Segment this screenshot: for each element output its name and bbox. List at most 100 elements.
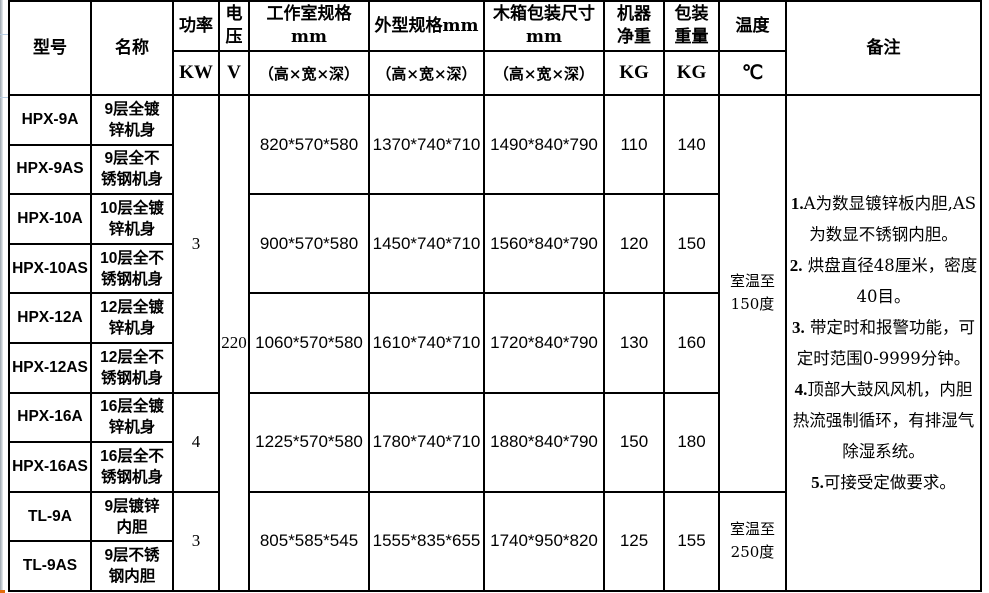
remark-item: 5.可接受定做要求。: [788, 467, 979, 498]
power-value-cell: 4: [172, 391, 220, 493]
product-spec-table: 型号 名称 功率 电压 工作室规格 mm 外型规格mm 木箱包装尺寸 mm 机器…: [8, 0, 982, 593]
package-size-cell: 1560*840*790: [483, 193, 605, 295]
model-cell: HPX-16A: [8, 391, 92, 444]
remark-text: 顶部大鼓风风机，内胆热流强制循环，有排湿气除湿系统。: [792, 380, 975, 461]
model-cell: HPX-9AS: [8, 143, 92, 196]
unit-temperature-c: ℃: [718, 50, 787, 96]
external-size-cell: 1610*740*710: [368, 292, 485, 394]
pack-weight-cell: 140: [663, 93, 720, 196]
name-cell: 9层镀锌 内胆: [90, 490, 174, 543]
chamber-size-cell: 820*570*580: [248, 93, 370, 196]
remark-item: 2. 烘盘直径48厘米，密度40目。: [788, 250, 979, 312]
net-weight-cell: 130: [603, 292, 665, 394]
name-cell: 9层全不 锈钢机身: [90, 143, 174, 196]
col-header-power: 功率: [172, 0, 220, 52]
net-weight-cell: 110: [603, 93, 665, 196]
package-size-cell: 1740*950*820: [483, 490, 605, 593]
temperature-line1: 室温至: [729, 520, 775, 539]
name-line1: 10层全不: [100, 249, 164, 267]
unit-net-weight-kg: KG: [603, 50, 665, 96]
model-cell: HPX-16AS: [8, 441, 92, 493]
table-row: TL-9A 9层镀锌 内胆 3 805*585*545 1555*835*655…: [8, 490, 981, 593]
unit-power-kw: KW: [172, 50, 220, 96]
unit-pack-weight-kg: KG: [663, 50, 720, 96]
name-line2: 锌机身: [108, 320, 156, 338]
model-cell: TL-9A: [8, 490, 92, 543]
remark-number: 3.: [792, 318, 805, 337]
name-line2: 锈钢机身: [100, 270, 163, 288]
col-header-pack-weight-line1: 包装: [674, 4, 709, 24]
name-line2: 锌机身: [108, 121, 156, 139]
col-header-temperature: 温度: [718, 0, 787, 52]
external-size-cell: 1450*740*710: [368, 193, 485, 295]
name-line2: 锈钢机身: [100, 171, 163, 189]
table-row: HPX-10A 10层全镀 锌机身 900*570*580 1450*740*7…: [8, 193, 981, 295]
package-size-cell: 1880*840*790: [483, 391, 605, 493]
remark-number: 5.: [811, 473, 824, 492]
model-cell: HPX-9A: [8, 94, 92, 146]
table-row: HPX-12A 12层全镀 锌机身 1060*570*580 1610*740*…: [8, 292, 981, 394]
col-header-net-weight: 机器 净重: [603, 0, 665, 52]
name-line1: 10层全镀: [100, 199, 164, 217]
remark-item: 1.A为数显镀锌板内胆,AS为数显不锈钢内胆。: [788, 188, 979, 250]
name-line1: 9层不锈: [104, 547, 160, 565]
col-header-pack-weight-line2: 重量: [674, 27, 709, 47]
unit-voltage-v: V: [218, 50, 250, 96]
name-line2: 锈钢机身: [100, 369, 163, 387]
pack-weight-cell: 155: [663, 490, 720, 593]
pack-weight-cell: 160: [663, 292, 720, 394]
name-cell: 16层全镀 锌机身: [90, 391, 174, 444]
name-cell: 10层全镀 锌机身: [90, 193, 174, 245]
col-header-chamber-line1: 工作室规格: [266, 4, 352, 24]
name-line2: 锌机身: [108, 419, 156, 437]
chamber-size-cell: 1225*570*580: [248, 391, 370, 493]
temperature-range-cell: 室温至 150度: [718, 94, 787, 493]
col-header-external: 外型规格mm: [368, 0, 485, 52]
name-cell: 16层全不 锈钢机身: [90, 441, 174, 493]
col-header-remarks: 备注: [785, 0, 982, 96]
remark-number: 2.: [789, 256, 803, 275]
col-header-package: 木箱包装尺寸 mm: [483, 0, 605, 52]
temperature-line2: 150度: [730, 295, 775, 314]
chamber-size-cell: 1060*570*580: [248, 292, 370, 394]
name-cell: 9层不锈 钢内胆: [90, 540, 174, 592]
model-cell: HPX-12A: [8, 292, 92, 344]
table-row: HPX-12AS 12层全不 锈钢机身: [8, 341, 981, 394]
col-header-package-line1: 木箱包装尺寸: [493, 4, 595, 24]
excel-gridline-stub: [0, 34, 9, 35]
remarks-cell: 1.A为数显镀锌板内胆,AS为数显不锈钢内胆。 2. 烘盘直径48厘米，密度40…: [785, 94, 982, 592]
temperature-line2: 250度: [730, 543, 775, 562]
table-row: HPX-16AS 16层全不 锈钢机身: [8, 441, 981, 493]
col-header-voltage: 电压: [218, 0, 250, 52]
screenshot-left-edge-artifact: [0, 0, 3, 593]
power-value-cell: 3: [172, 94, 220, 394]
subheader-chamber-hwd: （高×宽×深）: [248, 50, 370, 96]
name-cell: 12层全不 锈钢机身: [90, 341, 174, 394]
remark-text: 可接受定做要求。: [823, 473, 956, 492]
external-size-cell: 1780*740*710: [368, 391, 485, 493]
temperature-range-cell: 室温至 250度: [718, 490, 787, 593]
net-weight-cell: 120: [603, 193, 665, 295]
remark-item: 3. 带定时和报警功能，可定时范围0-9999分钟。: [788, 312, 979, 374]
net-weight-cell: 125: [603, 490, 665, 593]
model-cell: TL-9AS: [8, 540, 92, 592]
pack-weight-cell: 180: [663, 391, 720, 493]
remark-text: A为数显镀锌板内胆,AS为数显不锈钢内胆。: [803, 194, 977, 244]
table-row: HPX-9AS 9层全不 锈钢机身: [8, 143, 981, 196]
voltage-value-cell: 220: [218, 94, 250, 592]
model-cell: HPX-10AS: [8, 242, 92, 295]
remark-item: 4.顶部大鼓风风机，内胆热流强制循环，有排湿气除湿系统。: [788, 374, 979, 467]
col-header-package-line2: mm: [526, 27, 562, 47]
name-line2: 内胆: [116, 518, 148, 536]
external-size-cell: 1555*835*655: [368, 490, 485, 593]
temperature-line1: 室温至: [729, 272, 775, 291]
name-line1: 12层全不: [100, 348, 164, 366]
name-line1: 12层全镀: [100, 299, 164, 317]
name-line2: 锌机身: [108, 220, 156, 238]
name-line1: 16层全不: [100, 447, 164, 465]
name-line1: 9层镀锌: [104, 497, 160, 515]
excel-gridline-stub: [0, 97, 9, 98]
chamber-size-cell: 900*570*580: [248, 193, 370, 295]
col-header-model: 型号: [8, 0, 92, 96]
col-header-net-weight-line1: 机器: [617, 4, 651, 24]
